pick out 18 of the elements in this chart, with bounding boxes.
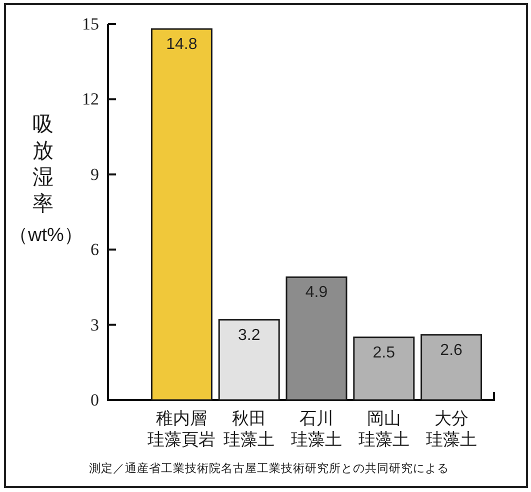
data-label: 14.8 [166, 36, 198, 54]
y-tick-label: 3 [90, 315, 99, 334]
y-tick-label: 15 [82, 14, 99, 34]
y-tick-label: 0 [90, 390, 99, 410]
x-tick-label: 稚内層珪藻頁岩 [148, 409, 216, 449]
x-tick-label: 石川珪藻土 [291, 409, 342, 449]
text: 測定／通産省工業技術院名古屋工業技術研究所との共同研究による [89, 461, 449, 475]
y-tick-label: 12 [82, 90, 99, 109]
data-label: 2.6 [440, 342, 463, 359]
x-tick-label: 大分珪藻土 [426, 409, 477, 449]
x-tick-label: 岡山珪藻土 [358, 409, 410, 449]
x-tick-label: 秋田珪藻土 [224, 409, 275, 449]
data-label: 2.5 [372, 344, 396, 362]
data-label: 3.2 [238, 326, 260, 344]
y-tick-label: 6 [90, 240, 99, 260]
y-tick-label: 9 [90, 164, 99, 184]
y-axis-title: 吸放湿率（wt%） [9, 113, 83, 246]
data-label: 4.9 [305, 284, 328, 302]
